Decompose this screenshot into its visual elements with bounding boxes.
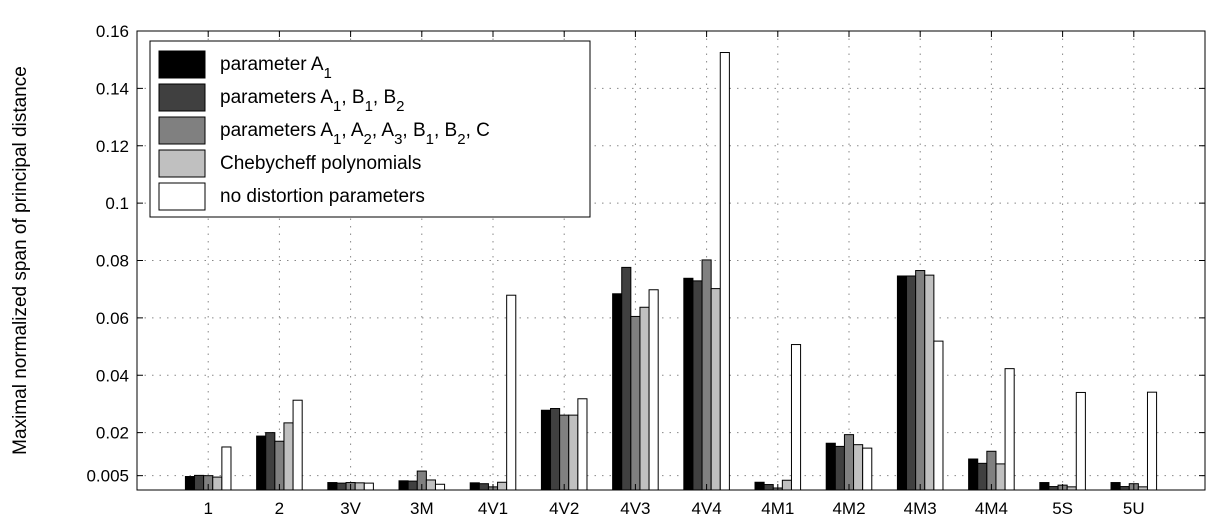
legend-swatch xyxy=(158,83,206,112)
axes: 0.005 0.02 0.04 0.06 0.08 0.1 0.12 0.14 0.16 1 2 3V… xyxy=(86,22,1205,518)
bar xyxy=(862,447,873,491)
x-tick-label: 4M4 xyxy=(975,499,1008,518)
bar xyxy=(781,479,792,491)
bar xyxy=(1119,486,1130,491)
bar xyxy=(915,270,926,491)
y-tick-label: 0.005 xyxy=(86,467,129,486)
bar xyxy=(550,408,561,491)
bar xyxy=(568,414,579,491)
y-tick-label: 0.16 xyxy=(96,22,129,41)
bar xyxy=(1110,482,1121,491)
bar xyxy=(469,482,480,491)
x-tick-label: 5S xyxy=(1052,499,1073,518)
legend-label: parameters A1, A2, A3, B1, B2, C xyxy=(220,120,490,148)
x-tick-label: 4M2 xyxy=(832,499,865,518)
bar xyxy=(612,293,623,491)
bars xyxy=(184,52,1158,491)
bar xyxy=(212,476,223,491)
legend-swatch xyxy=(158,116,206,145)
y-tick-label: 0.06 xyxy=(96,309,129,328)
bar xyxy=(968,458,979,491)
y-tick-label: 0.04 xyxy=(96,366,129,385)
x-tick-label: 2 xyxy=(275,499,284,518)
bar xyxy=(648,289,659,491)
bar xyxy=(763,484,774,491)
x-tick-label: 5U xyxy=(1123,499,1145,518)
bar xyxy=(853,444,864,491)
bar xyxy=(1039,482,1050,491)
bar xyxy=(630,315,641,491)
bar xyxy=(701,259,712,491)
bar xyxy=(354,482,365,491)
x-tick-label: 3M xyxy=(410,499,434,518)
bar xyxy=(194,474,205,491)
bar xyxy=(559,414,570,491)
x-tick-label: 4M3 xyxy=(904,499,937,518)
bar xyxy=(478,483,489,491)
y-tick-label: 0.08 xyxy=(96,252,129,271)
bar xyxy=(683,277,694,491)
bar xyxy=(497,481,508,491)
bar xyxy=(540,409,552,491)
bar xyxy=(754,481,765,491)
bar xyxy=(184,476,196,491)
bar xyxy=(933,340,944,491)
bar xyxy=(719,52,730,491)
x-tick-label: 4M1 xyxy=(761,499,794,518)
y-tick-label: 0.12 xyxy=(96,137,129,156)
bar xyxy=(425,479,436,491)
bar xyxy=(621,266,632,491)
bar xyxy=(906,275,917,491)
legend-label: no distortion parameters xyxy=(220,186,425,207)
bar xyxy=(977,462,988,491)
bar xyxy=(834,445,845,491)
bar xyxy=(825,442,836,491)
y-tick-label: 0.02 xyxy=(96,424,129,443)
x-tick-label: 3V xyxy=(340,499,361,518)
bar xyxy=(292,399,303,491)
bar xyxy=(692,280,703,491)
legend-swatch xyxy=(158,149,206,178)
bar xyxy=(407,480,418,491)
legend-label: parameters A1, B1, B2 xyxy=(220,87,405,115)
x-tick-label: 4V2 xyxy=(549,499,579,518)
bar xyxy=(896,275,908,491)
bar xyxy=(924,274,935,491)
x-tick-label: 4V4 xyxy=(691,499,721,518)
bar xyxy=(265,432,276,491)
x-tick-label: 4V3 xyxy=(620,499,650,518)
bar xyxy=(256,435,267,491)
bar xyxy=(327,482,338,491)
legend-label: parameter A1 xyxy=(220,54,332,82)
bar xyxy=(1075,391,1086,491)
bar xyxy=(710,288,721,491)
legend-box xyxy=(149,40,591,218)
legend-swatch xyxy=(158,182,206,211)
y-axis-label: Maximal normalized span of principal dis… xyxy=(10,66,31,455)
y-tick-label: 0.1 xyxy=(105,194,129,213)
legend-label: Chebycheff polynomials xyxy=(220,153,421,174)
bar xyxy=(336,482,347,491)
x-tick-label: 1 xyxy=(203,499,212,518)
bar xyxy=(506,294,517,491)
bar xyxy=(1048,486,1059,491)
legend-swatch xyxy=(158,50,206,79)
x-tick-label: 4V1 xyxy=(478,499,508,518)
bar xyxy=(274,440,285,491)
y-tick-label: 0.14 xyxy=(96,79,129,98)
bar xyxy=(1004,368,1015,491)
bar xyxy=(434,483,446,491)
bar xyxy=(790,344,802,491)
bar xyxy=(221,446,232,491)
legend: parameter A1 parameters A1, B1, B2 paramet… xyxy=(149,40,591,218)
bar xyxy=(995,463,1006,491)
bar xyxy=(639,306,650,491)
bar xyxy=(283,422,294,491)
bar xyxy=(1146,391,1158,491)
bar xyxy=(577,398,588,491)
bar xyxy=(363,482,374,491)
bar xyxy=(843,434,855,491)
bar xyxy=(398,480,409,491)
